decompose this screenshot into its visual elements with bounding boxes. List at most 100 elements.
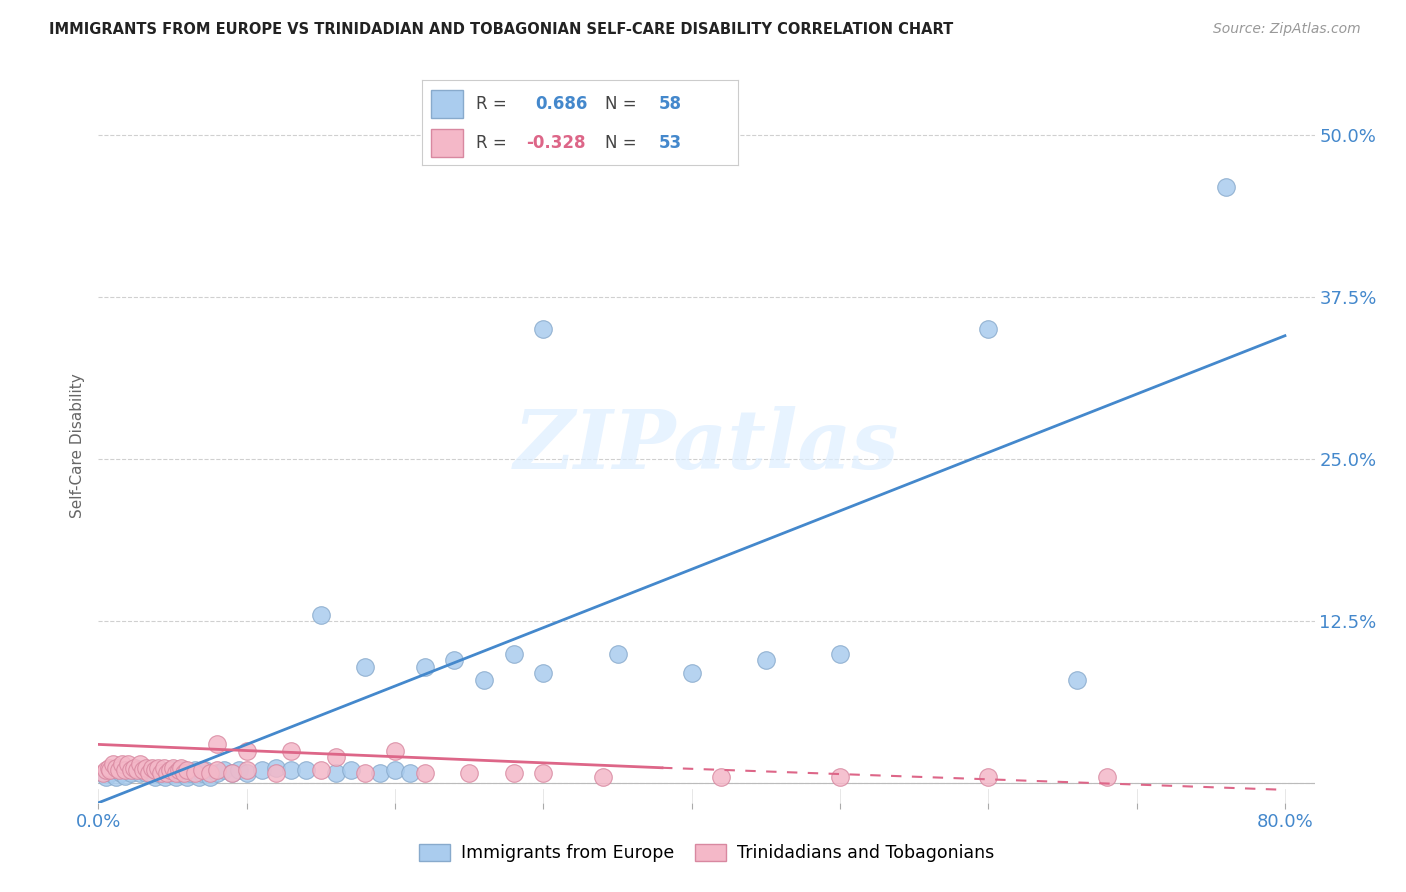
Point — [176, 770, 198, 784]
Point — [152, 761, 174, 775]
Point — [111, 756, 134, 771]
Point — [162, 764, 184, 778]
Point — [132, 764, 155, 778]
Point — [325, 750, 347, 764]
Point — [235, 744, 257, 758]
Point — [184, 764, 207, 778]
Point — [309, 764, 332, 778]
Point — [458, 766, 481, 780]
Point — [135, 761, 157, 775]
Y-axis label: Self-Care Disability: Self-Care Disability — [70, 374, 86, 518]
Point — [214, 764, 236, 778]
Point — [153, 770, 176, 784]
Point — [120, 764, 142, 778]
Point — [105, 761, 128, 775]
Point — [173, 764, 195, 778]
Text: Source: ZipAtlas.com: Source: ZipAtlas.com — [1213, 22, 1361, 37]
Point — [592, 770, 614, 784]
Point — [681, 666, 703, 681]
Point — [94, 764, 117, 778]
Point — [325, 766, 347, 780]
Legend: Immigrants from Europe, Trinidadians and Tobagonians: Immigrants from Europe, Trinidadians and… — [412, 837, 1001, 869]
Point — [205, 738, 228, 752]
Point — [162, 761, 184, 775]
Point — [176, 764, 198, 778]
Point — [309, 607, 332, 622]
Point — [384, 744, 406, 758]
Point — [146, 761, 169, 775]
Point — [188, 770, 211, 784]
Point — [94, 770, 117, 784]
Point — [531, 666, 554, 681]
Point — [143, 764, 166, 778]
Text: N =: N = — [606, 134, 637, 152]
Point — [156, 766, 179, 780]
Point — [149, 766, 172, 780]
Point — [159, 764, 181, 778]
Point — [98, 764, 121, 778]
Point — [710, 770, 733, 784]
Point — [117, 764, 139, 778]
Point — [191, 764, 214, 778]
Point — [110, 766, 132, 780]
Point — [354, 766, 377, 780]
Point — [167, 764, 190, 778]
Text: 58: 58 — [659, 95, 682, 112]
Point — [117, 756, 139, 771]
Point — [132, 764, 155, 778]
Point — [143, 770, 166, 784]
Point — [169, 766, 191, 780]
Point — [235, 766, 257, 780]
Point — [165, 770, 187, 784]
Point — [280, 744, 302, 758]
Point — [443, 653, 465, 667]
Point — [205, 764, 228, 778]
Point — [413, 659, 436, 673]
Point — [198, 770, 221, 784]
Text: -0.328: -0.328 — [526, 134, 586, 152]
Point — [295, 764, 318, 778]
Point — [339, 764, 361, 778]
Point — [235, 764, 257, 778]
Point — [354, 659, 377, 673]
Text: 0.686: 0.686 — [536, 95, 588, 112]
Point — [266, 761, 288, 775]
Point — [250, 764, 273, 778]
Point — [266, 766, 288, 780]
Point — [205, 766, 228, 780]
Point — [149, 764, 172, 778]
Point — [105, 770, 128, 784]
Point — [103, 756, 125, 771]
Point — [191, 766, 214, 780]
Point — [828, 647, 851, 661]
Point — [114, 764, 136, 778]
Point — [502, 647, 524, 661]
Point — [221, 766, 243, 780]
Point — [179, 766, 201, 780]
Point — [159, 766, 181, 780]
Point — [138, 766, 160, 780]
Point — [228, 764, 250, 778]
Point — [368, 766, 391, 780]
Point — [1066, 673, 1088, 687]
Point — [828, 770, 851, 784]
Text: ZIPatlas: ZIPatlas — [513, 406, 900, 486]
Point — [1095, 770, 1118, 784]
Point — [129, 756, 152, 771]
Point — [129, 766, 152, 780]
Point — [184, 766, 207, 780]
Text: IMMIGRANTS FROM EUROPE VS TRINIDADIAN AND TOBAGONIAN SELF-CARE DISABILITY CORREL: IMMIGRANTS FROM EUROPE VS TRINIDADIAN AN… — [49, 22, 953, 37]
Point — [1215, 179, 1237, 194]
Text: N =: N = — [606, 95, 637, 112]
Point — [170, 761, 193, 775]
Point — [280, 764, 302, 778]
Point — [977, 322, 1000, 336]
Point — [114, 768, 136, 782]
Point — [399, 766, 422, 780]
Point — [97, 761, 120, 775]
Point — [977, 770, 1000, 784]
Text: 53: 53 — [659, 134, 682, 152]
Point — [98, 766, 121, 780]
Text: R =: R = — [475, 134, 506, 152]
Point — [146, 766, 169, 780]
